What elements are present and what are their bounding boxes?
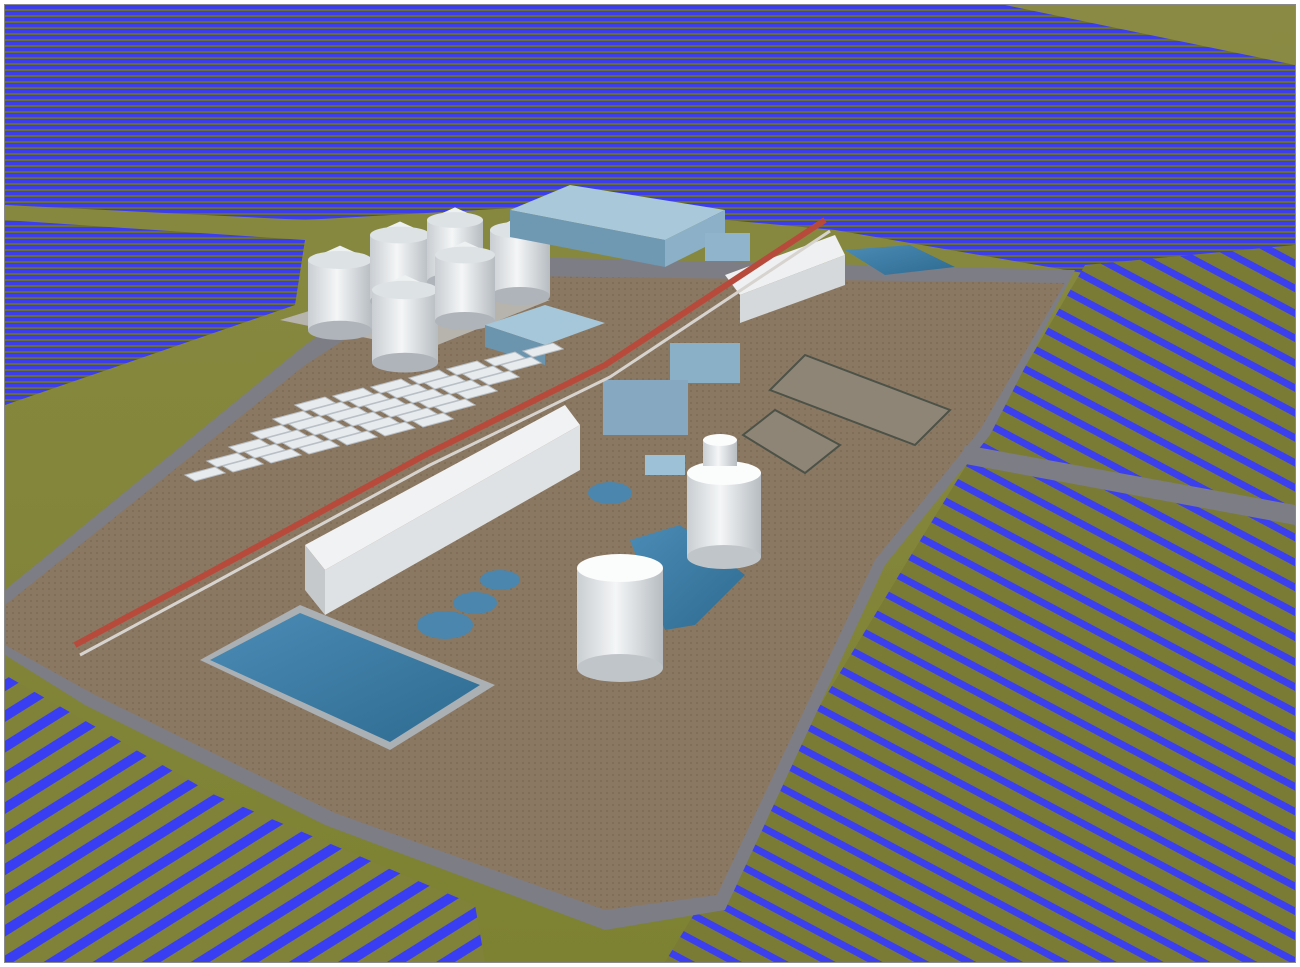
cooling-unit: [303, 420, 347, 436]
cooling-unit: [439, 379, 483, 395]
cooling-unit: [455, 384, 499, 400]
cooling-unit: [363, 397, 407, 413]
switchyard: [741, 353, 952, 475]
cooling-unit: [297, 439, 341, 455]
cooling-unit: [243, 443, 287, 459]
cooling-unit: [395, 407, 439, 423]
cooling-unit: [183, 466, 227, 482]
cooling-unit: [369, 378, 413, 394]
cooling-unit: [423, 374, 467, 390]
cooling-array: [183, 342, 565, 482]
main-buildings: [485, 185, 750, 475]
cooling-unit: [265, 429, 309, 445]
cooling-unit: [309, 401, 353, 417]
cooling-unit: [271, 410, 315, 426]
cooling-unit: [385, 383, 429, 399]
cooling-unit: [281, 434, 325, 450]
cooling-unit: [379, 402, 423, 418]
cooling-unit: [293, 396, 337, 412]
access-road: [960, 445, 1295, 525]
cooling-unit: [347, 392, 391, 408]
silo-tank: [435, 241, 495, 330]
solar-field-left: [5, 220, 305, 405]
pipe-rack-secondary: [79, 229, 831, 657]
cooling-unit: [227, 438, 271, 454]
cooling-unit: [319, 425, 363, 441]
cooling-unit: [287, 415, 331, 431]
cooling-unit: [521, 342, 565, 358]
cooling-unit: [433, 398, 477, 414]
cooling-unit: [445, 360, 489, 376]
cooling-unit: [221, 457, 265, 473]
cooling-unit: [407, 369, 451, 385]
cooling-unit: [461, 365, 505, 381]
cooling-unit: [417, 393, 461, 409]
cooling-unit: [483, 351, 527, 367]
solar-plant-render: [5, 5, 1295, 962]
solar-field-right: [665, 245, 1295, 962]
cooling-unit: [259, 448, 303, 464]
silo-tank: [372, 275, 438, 373]
cooling-unit: [341, 411, 385, 427]
cooling-unit: [331, 387, 375, 403]
cooling-unit: [335, 430, 379, 446]
pipe-rack: [73, 217, 827, 648]
cooling-unit: [249, 424, 293, 440]
storage-tank-cluster: [280, 207, 550, 373]
cooling-unit: [411, 412, 455, 428]
silo-tank: [308, 245, 372, 340]
image-frame: [4, 4, 1296, 963]
cooling-unit: [205, 452, 249, 468]
cooling-unit: [357, 416, 401, 432]
cooling-unit: [499, 356, 543, 372]
solar-field-far: [5, 5, 1295, 275]
cooling-unit: [325, 406, 369, 422]
large-white-tanks: [577, 434, 761, 682]
cooling-unit: [373, 421, 417, 437]
cooling-unit: [401, 388, 445, 404]
water-basins: [200, 245, 955, 750]
solar-field-bottom-left: [5, 675, 485, 962]
cooling-unit: [477, 370, 521, 386]
